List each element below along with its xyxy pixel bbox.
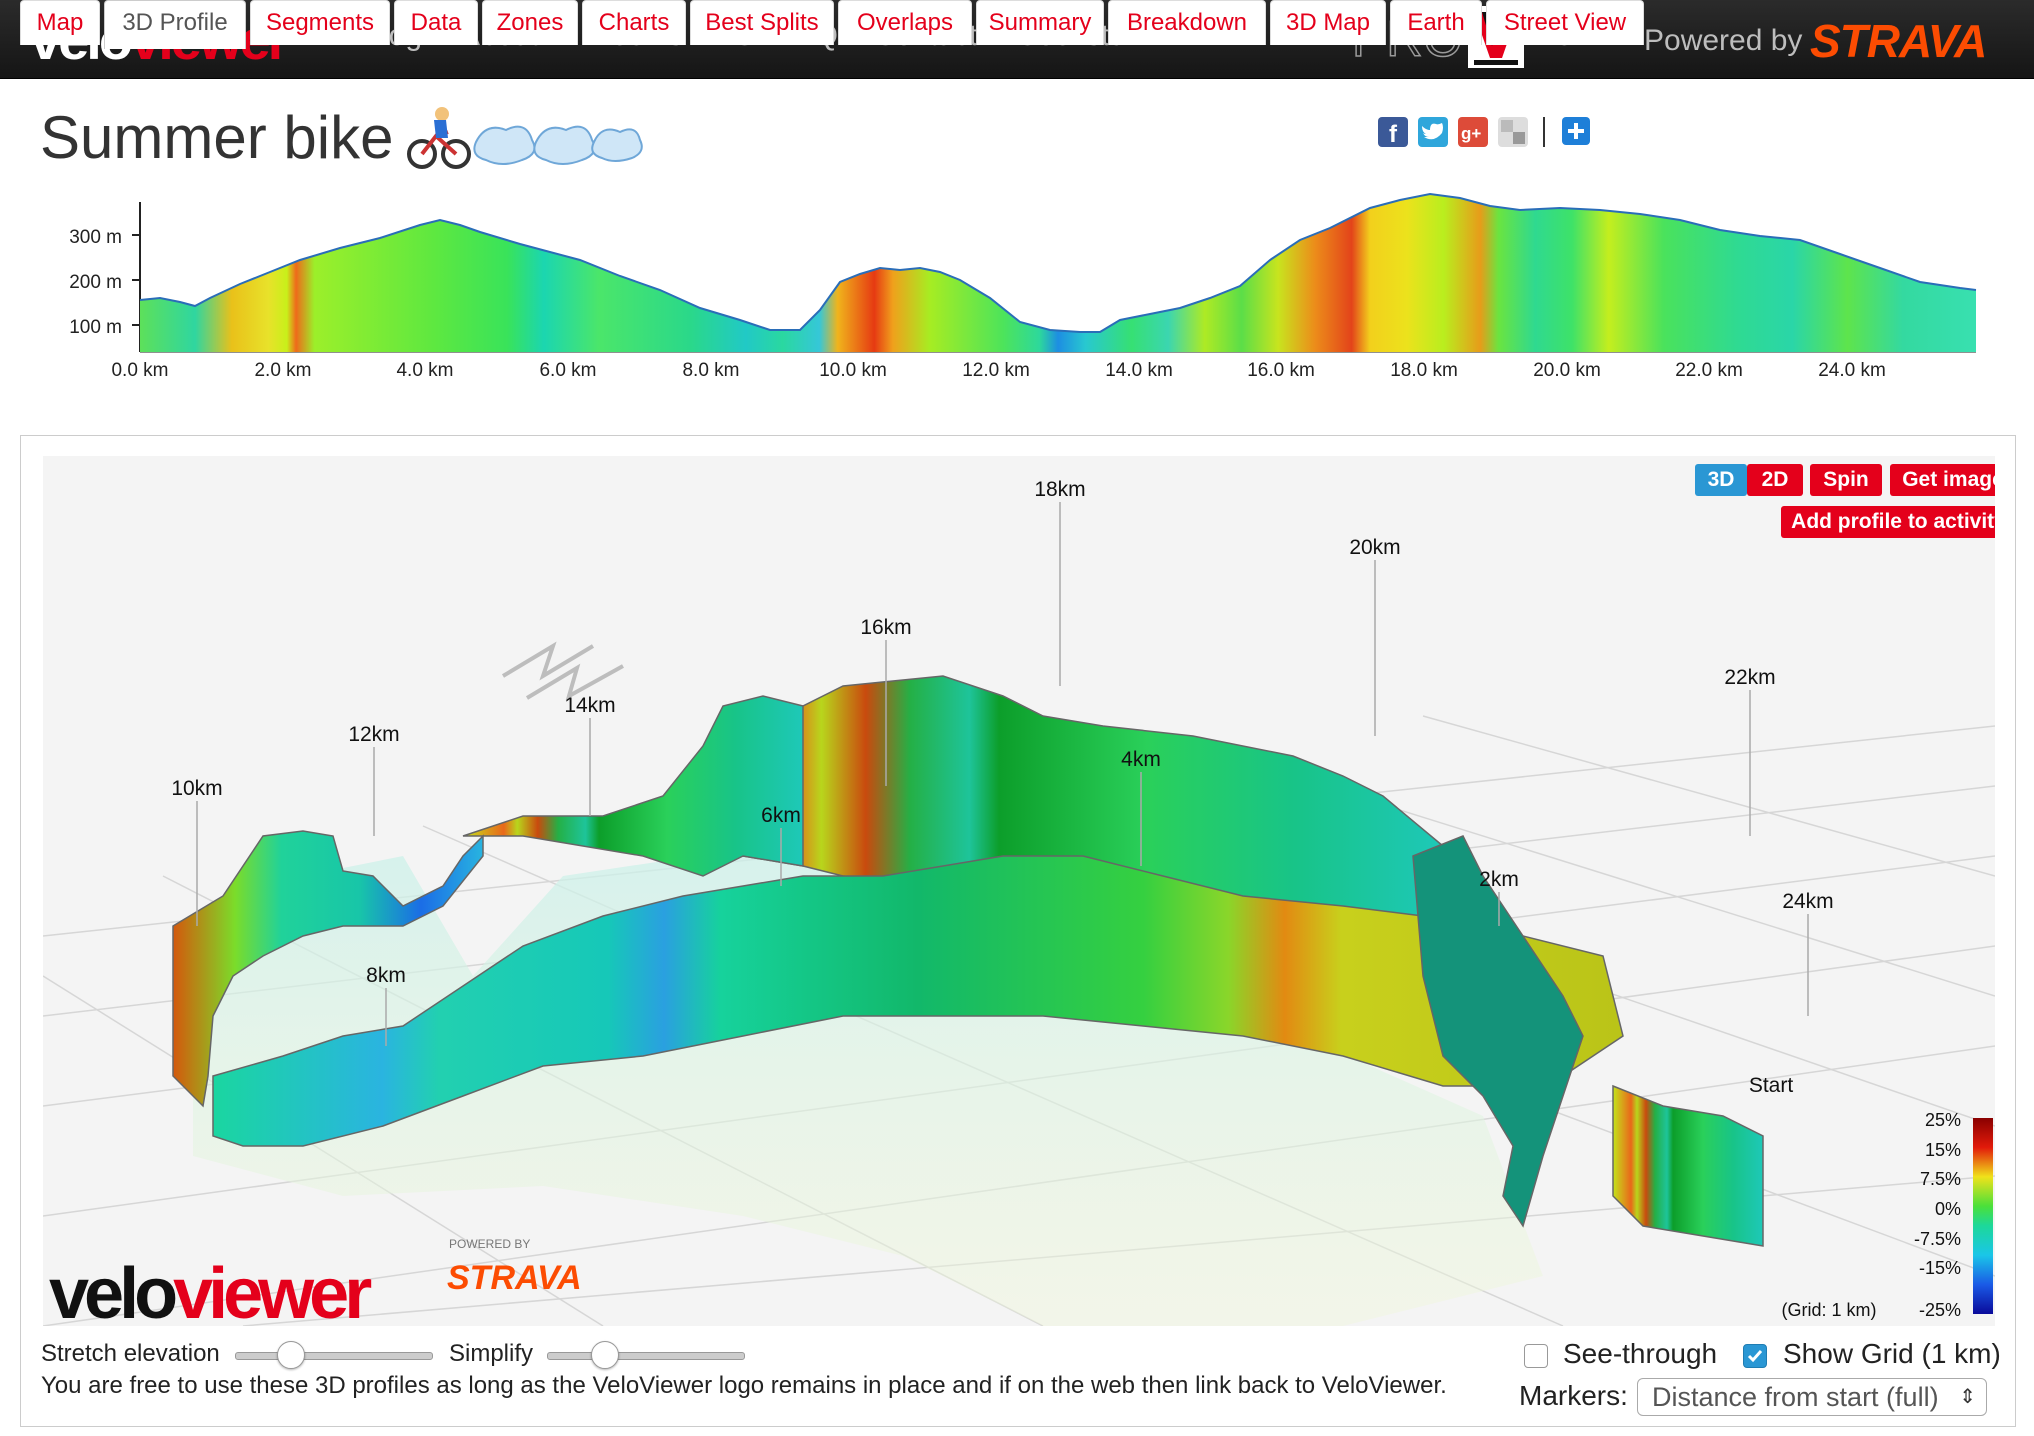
tab-earth[interactable]: Earth [1390, 0, 1482, 45]
show-grid-checkbox[interactable] [1743, 1344, 1767, 1368]
veloviewer-watermark-logo: veloviewer [49, 1254, 376, 1326]
marker-label: 20km [1349, 536, 1400, 559]
tab-summary[interactable]: Summary [976, 0, 1104, 45]
y-tick-label: 100 m [69, 317, 122, 338]
legend-label: 15% [1925, 1140, 1961, 1160]
tab-zones[interactable]: Zones [482, 0, 578, 45]
marker-label: 10km [171, 777, 222, 800]
divider [1543, 117, 1545, 147]
marker-label: Start [1749, 1074, 1794, 1097]
markers-label: Markers: [1519, 1380, 1628, 1411]
spin-button[interactable]: Spin [1810, 464, 1882, 496]
x-tick-label: 8.0 km [682, 360, 739, 381]
legend-label: -25% [1919, 1300, 1961, 1320]
legend-label: 0% [1935, 1199, 1961, 1219]
marker-label: 14km [564, 694, 615, 717]
profile-shadow [193, 796, 1543, 1326]
legend-label: 25% [1925, 1110, 1961, 1130]
tab-3d-map[interactable]: 3D Map [1270, 0, 1386, 45]
add-share-icon[interactable] [1562, 117, 1590, 145]
legend-label: 7.5% [1920, 1169, 1961, 1189]
tab-street-view[interactable]: Street View [1486, 0, 1644, 45]
x-tick-label: 18.0 km [1390, 360, 1458, 381]
delicious-icon[interactable] [1498, 117, 1528, 147]
x-tick-label: 14.0 km [1105, 360, 1173, 381]
marker-label: 2km [1479, 868, 1519, 891]
svg-text:f: f [1389, 121, 1398, 147]
north-arrow-icon [501, 641, 624, 701]
simplify-slider-handle[interactable] [591, 1341, 619, 1369]
stretch-slider-handle[interactable] [277, 1341, 305, 1369]
x-tick-label: 12.0 km [962, 360, 1030, 381]
legend-label: -7.5% [1914, 1229, 1961, 1249]
show-grid-label: Show Grid (1 km) [1783, 1338, 2001, 1369]
x-tick-label: 6.0 km [539, 360, 596, 381]
stretch-slider[interactable] [235, 1352, 433, 1360]
select-arrows-icon: ⇕ [1959, 1386, 1976, 1408]
strava-logo[interactable]: STRAVA [1810, 15, 1987, 67]
tab-best-splits[interactable]: Best Splits [690, 0, 834, 45]
powered-by-small: POWERED BY [449, 1237, 530, 1251]
3d-profile-canvas[interactable]: 18km 20km 16km 22km 14km 12km 10km 6km 4… [43, 456, 1995, 1326]
twitter-icon[interactable] [1418, 117, 1448, 147]
add-profile-button[interactable]: Add profile to activity [1781, 506, 1995, 538]
x-tick-label: 0.0 km [111, 360, 168, 381]
svg-text:veloviewer: veloviewer [49, 1254, 371, 1326]
simplify-slider[interactable] [547, 1352, 745, 1360]
x-tick-label: 16.0 km [1247, 360, 1315, 381]
profile-panel: 18km 20km 16km 22km 14km 12km 10km 6km 4… [20, 435, 2016, 1427]
tab-overlaps[interactable]: Overlaps [838, 0, 972, 45]
elevation-chart: 300 m 200 m 100 m 0.0 km 2.0 km 4.0 km 6… [0, 190, 2034, 395]
x-tick-label: 10.0 km [819, 360, 887, 381]
y-tick-label: 200 m [69, 272, 122, 293]
google-plus-icon[interactable]: g+ [1458, 117, 1488, 147]
powered-by-label: Powered by [1644, 24, 1803, 57]
check-icon [1747, 1350, 1763, 1363]
x-tick-label: 4.0 km [396, 360, 453, 381]
cyclist-icon [406, 102, 646, 177]
stretch-label: Stretch elevation [41, 1340, 220, 1367]
marker-label: 22km [1724, 666, 1775, 689]
marker-label: 8km [366, 964, 406, 987]
y-tick-label: 300 m [69, 227, 122, 248]
tab-segments[interactable]: Segments [250, 0, 390, 45]
svg-text:g+: g+ [1461, 124, 1481, 143]
marker-label: 12km [348, 723, 399, 746]
x-tick-label: 22.0 km [1675, 360, 1743, 381]
simplify-label: Simplify [449, 1340, 534, 1367]
page-title: Summer bike [40, 104, 394, 171]
x-tick-label: 24.0 km [1818, 360, 1886, 381]
markers-select[interactable]: Distance from start (full) ⇕ [1637, 1378, 1987, 1416]
marker-label: 24km [1782, 890, 1833, 913]
tab-map[interactable]: Map [20, 0, 100, 45]
marker-label: 18km [1034, 478, 1085, 501]
usage-notice: You are free to use these 3D profiles as… [41, 1372, 1447, 1399]
tab-breakdown[interactable]: Breakdown [1108, 0, 1266, 45]
marker-label: 16km [860, 616, 911, 639]
grade-legend [1973, 1118, 1993, 1314]
marker-label: 6km [761, 804, 801, 827]
marker-label: 4km [1121, 748, 1161, 771]
legend-label: -15% [1919, 1258, 1961, 1278]
tab-data[interactable]: Data [394, 0, 478, 45]
see-through-label: See-through [1563, 1338, 1718, 1369]
x-tick-label: 2.0 km [254, 360, 311, 381]
grid-note: (Grid: 1 km) [1781, 1300, 1876, 1320]
view-2d-button[interactable]: 2D [1747, 464, 1803, 496]
view-3d-button[interactable]: 3D [1695, 464, 1747, 496]
strava-watermark-logo: STRAVA [447, 1259, 582, 1297]
tab-3d-profile[interactable]: 3D Profile [104, 0, 246, 49]
facebook-icon[interactable]: f [1378, 117, 1408, 148]
see-through-checkbox[interactable] [1524, 1344, 1548, 1368]
get-image-button[interactable]: Get image [1890, 464, 1995, 496]
tab-charts[interactable]: Charts [582, 0, 686, 45]
x-tick-label: 20.0 km [1533, 360, 1601, 381]
